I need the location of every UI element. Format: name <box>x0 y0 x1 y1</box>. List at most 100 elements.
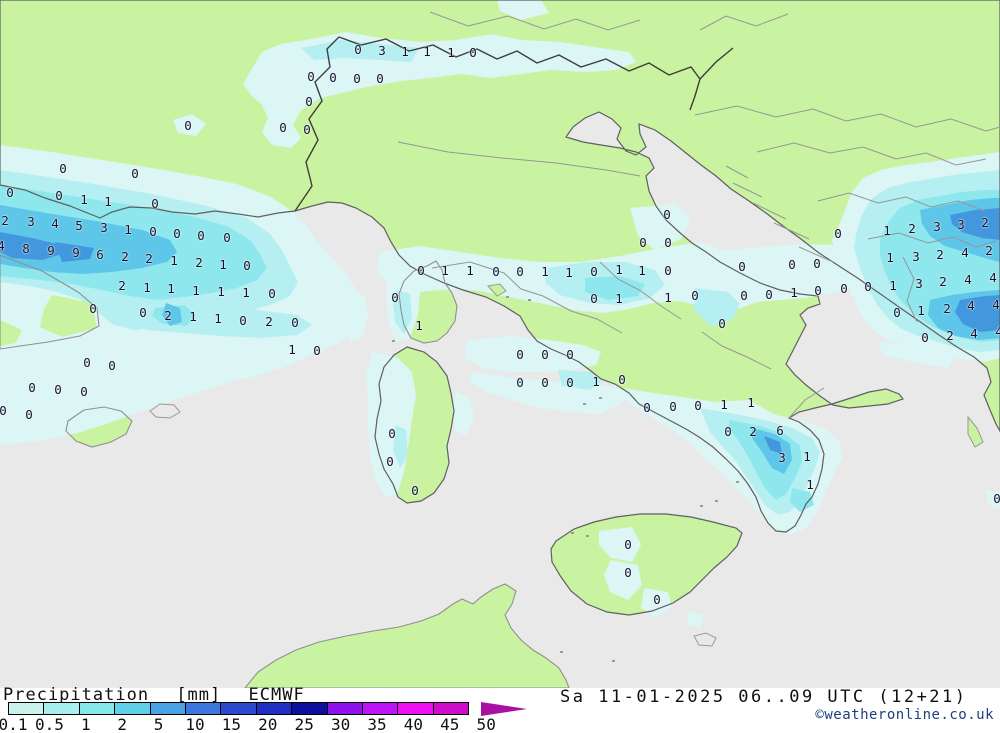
legend-swatch <box>43 702 80 715</box>
timestamp: Sa 11-01-2025 06..09 UTC (12+21) <box>560 687 968 707</box>
precip-value: 0 <box>391 290 399 305</box>
precip-value: 1 <box>615 291 623 306</box>
precip-value: 3 <box>957 217 965 232</box>
precip-value: 0 <box>814 283 822 298</box>
precip-value: 0 <box>108 358 116 373</box>
precip-value: 5 <box>75 218 83 233</box>
legend-swatch <box>184 702 222 715</box>
legend-swatch <box>114 702 151 715</box>
region-line-umbria <box>599 261 682 320</box>
legend-swatch <box>255 702 293 715</box>
river-po <box>397 141 641 177</box>
island-elba <box>487 283 507 297</box>
precip-value: 0 <box>590 264 598 279</box>
legend-swatch <box>8 702 45 715</box>
border-alps <box>338 36 701 111</box>
legend-swatch <box>326 702 363 715</box>
border-france-italy <box>294 36 340 212</box>
legend-tick-label: 5 <box>153 715 164 733</box>
precip-value: 1 <box>401 44 409 59</box>
precip-value: 6 <box>776 423 784 438</box>
precip-value: 1 <box>217 284 225 299</box>
legend-tick-label: 2 <box>117 715 128 733</box>
region-line-lazio <box>542 295 623 334</box>
precip-value: 4 <box>995 324 1000 339</box>
precip-value: 0 <box>590 291 598 306</box>
precip-value: 0 <box>268 286 276 301</box>
precip-value: 0 <box>376 71 384 86</box>
precip-value: 2 <box>908 221 916 236</box>
precip-value: 0 <box>694 398 702 413</box>
precip-value: 0 <box>89 301 97 316</box>
precip-value: 9 <box>47 243 55 258</box>
precip-value: 1 <box>288 342 296 357</box>
precip-value: 3 <box>915 276 923 291</box>
precip-value: 4 <box>989 270 997 285</box>
precip-value: 0 <box>566 375 574 390</box>
precip-value: 0 <box>239 313 247 328</box>
precip-value: 1 <box>883 223 891 238</box>
border-balkan-1 <box>694 105 1000 132</box>
map-title: Precipitation [mm] ECMWF <box>3 685 321 705</box>
legend-tick-label: 50 <box>476 715 496 733</box>
precip-value: 1 <box>615 262 623 277</box>
land-spain-core <box>40 295 97 337</box>
small-islands <box>392 296 739 662</box>
precip-value: 1 <box>541 264 549 279</box>
legend-colorbar <box>8 702 470 715</box>
legend-swatch <box>361 702 399 715</box>
precip-value: 1 <box>189 309 197 324</box>
precip-value: 4 <box>964 272 972 287</box>
precip-value: 3 <box>778 450 786 465</box>
precip-value: 0 <box>718 316 726 331</box>
precip-value: 4 <box>0 238 5 253</box>
precip-value: 0 <box>469 45 477 60</box>
precip-value: 0 <box>59 161 67 176</box>
precip-value: 0 <box>307 69 315 84</box>
precip-value: 0 <box>566 347 574 362</box>
precip-value: 0 <box>738 259 746 274</box>
region-line-tuscany <box>431 261 544 297</box>
precip-value: 0 <box>618 372 626 387</box>
map-title-parameter: Precipitation <box>3 685 150 705</box>
precip-value: 1 <box>441 263 449 278</box>
precip-value: 0 <box>411 483 419 498</box>
precip-value: 0 <box>303 122 311 137</box>
border-balkan-4 <box>867 232 997 248</box>
precip-value: 1 <box>565 265 573 280</box>
precip-value: 0 <box>305 94 313 109</box>
precip-value: 0 <box>354 42 362 57</box>
precip-value: 0 <box>664 263 672 278</box>
border-balkan-2 <box>756 142 987 166</box>
legend-arrow <box>481 702 527 716</box>
precip-value: 1 <box>214 311 222 326</box>
precip-value: 0 <box>388 426 396 441</box>
precip-value: 1 <box>638 263 646 278</box>
precip-value: 0 <box>353 71 361 86</box>
precip-value: 0 <box>864 279 872 294</box>
island-malta <box>693 632 717 647</box>
precip-value: 0 <box>197 228 205 243</box>
precip-value: 0 <box>151 196 159 211</box>
border-albania <box>902 256 918 323</box>
precip-value: 0 <box>149 224 157 239</box>
precip-value: 1 <box>664 290 672 305</box>
precip-value: 0 <box>639 235 647 250</box>
precip-value: 0 <box>664 235 672 250</box>
precip-value: 0 <box>184 118 192 133</box>
precip-value: 1 <box>917 303 925 318</box>
precip-value: 0 <box>54 382 62 397</box>
legend-tick-label: 0.1 <box>0 715 28 733</box>
precip-value: 1 <box>790 285 798 300</box>
legend-swatch <box>291 702 328 715</box>
precip-value: 2 <box>145 251 153 266</box>
precip-value: 2 <box>1 213 9 228</box>
precip-value: 0 <box>6 185 14 200</box>
precip-value: 2 <box>265 314 273 329</box>
precip-value: 0 <box>765 287 773 302</box>
border-balkan-3 <box>817 192 986 212</box>
precip-value: 0 <box>0 403 7 418</box>
precip-value: 2 <box>943 301 951 316</box>
